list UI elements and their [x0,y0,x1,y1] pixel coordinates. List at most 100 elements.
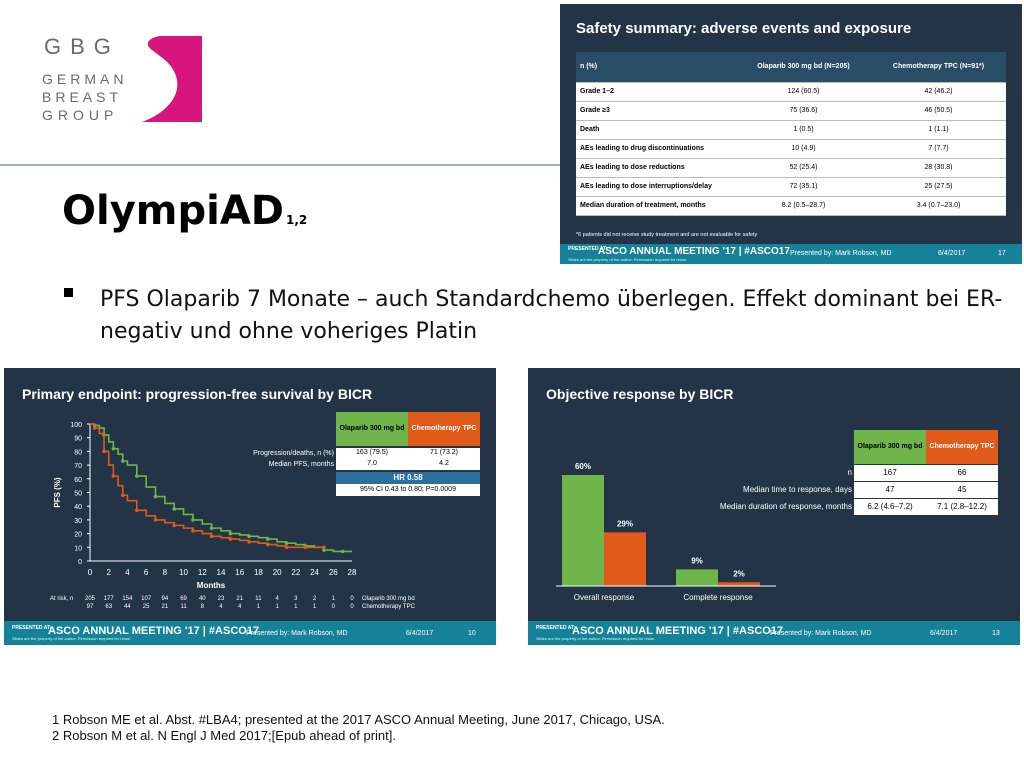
at-risk-tpc-value: 21 [161,604,169,610]
pfs-y-tick-label: 90 [74,436,82,443]
safety-row-label: AEs leading to drug discontinuations [576,139,736,159]
gbg-logo: GBG GERMAN BREAST GROUP [40,30,202,125]
tpc-censor-mark [209,534,214,539]
at-risk-olaparib-value: 11 [255,596,262,602]
pfs-y-tick-label: 80 [74,449,82,456]
at-risk-olaparib-value: 205 [84,596,95,602]
logo-german: GERMAN [42,71,128,87]
slide-page: 10 [468,630,476,637]
reference-2: 2 Robson M et al. N Engl J Med 2017;[Epu… [52,728,396,743]
presenter: Presented by: Mark Robson, MD [770,630,872,637]
safety-olaparib-value: 8.2 (0.5–28.7) [736,196,871,216]
safety-tpc-value: 3.4 (0.7–23.0) [871,196,1006,216]
at-risk-olaparib-value: 40 [198,596,206,602]
slide-page: 13 [992,630,1000,637]
pfs-hazard-ratio: HR 0.58 [336,472,480,484]
olaparib-censor-mark [228,531,233,536]
tpc-censor-mark [153,518,158,522]
at-risk-olaparib-value: 2 [312,596,317,602]
pfs-y-axis-label: PFS (%) [53,477,62,508]
pfs-y-tick-label: 70 [74,463,82,470]
logo-group: GROUP [42,107,119,123]
safety-table-row: Grade 1–2 124 (60.5) 42 (46.2) [576,82,1006,102]
at-risk-olaparib-value: 3 [294,596,298,602]
pfs-row1-olaparib: 163 (79.5) [336,448,408,459]
safety-tpc-value: 7 (7.7) [871,139,1006,159]
at-risk-label: At risk, n [50,596,74,602]
safety-row-label: Grade ≥3 [576,101,736,121]
tpc-censor-mark [191,529,195,533]
olaparib-censor-mark [111,446,116,451]
pfs-x-tick-label: 18 [254,568,263,577]
tpc-censor-mark [120,493,125,498]
page-title: OlympiAD 1,2 [62,188,308,234]
orr-row2-tpc: 45 [926,482,998,498]
meeting-name: ASCO ANNUAL MEETING '17 | #ASCO17 [572,625,784,637]
pfs-x-tick-label: 8 [163,568,168,577]
at-risk-olaparib-value: 177 [103,596,114,602]
safety-row-label: Death [576,120,736,140]
olaparib-censor-mark [209,526,214,530]
header-rule [0,164,560,166]
tpc-bar-overall [604,532,646,586]
at-risk-olaparib-value: 1 [331,596,335,602]
bar-value-label: 29% [617,519,633,528]
safety-footnote: *6 patients did not receive study treatm… [576,232,758,238]
at-risk-tpc-value: 63 [105,604,113,610]
pfs-x-tick-label: 2 [106,568,111,577]
olaparib-censor-mark [134,474,139,478]
safety-slide-title: Safety summary: adverse events and expos… [576,20,912,37]
safety-row-label: Median duration of treatment, months [576,196,736,216]
pfs-y-tick-label: 100 [70,422,82,429]
slides-note: Slides are the property of the author. P… [568,257,688,262]
at-risk-tpc-value: 4 [238,604,242,610]
pfs-slide-title: Primary endpoint: progression-free survi… [22,386,373,402]
safety-tpc-value: 42 (46.2) [871,82,1006,102]
safety-row-label: AEs leading to dose interruptions/delay [576,177,736,197]
olaparib-censor-mark [247,534,251,539]
olaparib-censor-mark [322,548,326,552]
pfs-slide: Primary endpoint: progression-free survi… [4,368,496,645]
pfs-x-tick-label: 14 [217,568,226,577]
at-risk-olaparib-value: 4 [275,596,279,602]
tpc-km-curve [90,423,324,549]
olaparib-censor-mark [120,459,125,463]
at-risk-tpc-value: 0 [350,604,354,610]
pfs-y-tick-label: 30 [74,518,82,525]
tpc-bar-complete [718,582,760,586]
safety-olaparib-value: 72 (35.1) [736,177,871,197]
safety-table-row: AEs leading to drug discontinuations 10 (… [576,139,1006,159]
pfs-row2-tpc: 4.2 [408,459,480,470]
reference-1: 1 Robson ME et al. Abst. #LBA4; presente… [52,712,665,727]
slides-note: Slides are the property of the author. P… [536,636,656,641]
bar-value-label: 60% [575,462,591,471]
olaparib-censor-mark [265,537,270,541]
pfs-x-tick-label: 4 [125,568,130,577]
orr-row1-label: n [847,468,852,477]
pfs-x-tick-label: 22 [291,568,300,577]
references: 1 Robson ME et al. Abst. #LBA4; presente… [52,712,665,744]
at-risk-olaparib-value: 154 [122,596,133,602]
tpc-censor-mark [284,545,289,550]
pfs-header-tpc: Chemotherapy TPC [408,412,480,446]
pfs-x-axis-label: Months [197,581,226,590]
safety-tpc-value: 28 (30.8) [871,158,1006,178]
orr-row3-tpc: 7.1 (2.8–12.2) [926,499,998,515]
bar-value-label: 2% [733,569,745,578]
orr-row3-label: Median duration of response, months [719,502,852,511]
olaparib-censor-mark [284,541,289,545]
at-risk-tpc-value: 0 [331,604,335,610]
presenter: Presented by: Mark Robson, MD [246,630,348,637]
safety-tpc-value: 1 (1.1) [871,120,1006,140]
tpc-censor-mark [228,537,233,541]
pfs-row1-tpc: 71 (73.2) [408,448,480,459]
presenter: Presented by: Mark Robson, MD [790,250,892,257]
orr-footer: PRESENTED AT: ASCO ANNUAL MEETING '17 | … [528,621,1020,645]
pfs-x-tick-label: 24 [310,568,319,577]
orr-header-tpc: Chemotherapy TPC [926,430,998,464]
tpc-censor-mark [247,540,251,544]
pfs-x-tick-label: 16 [235,568,244,577]
safety-olaparib-value: 52 (25.4) [736,158,871,178]
safety-table: n (%) Olaparib 300 mg bd (N=205) Chemoth… [576,52,1006,216]
safety-table-row: Median duration of treatment, months 8.2 … [576,196,1006,216]
